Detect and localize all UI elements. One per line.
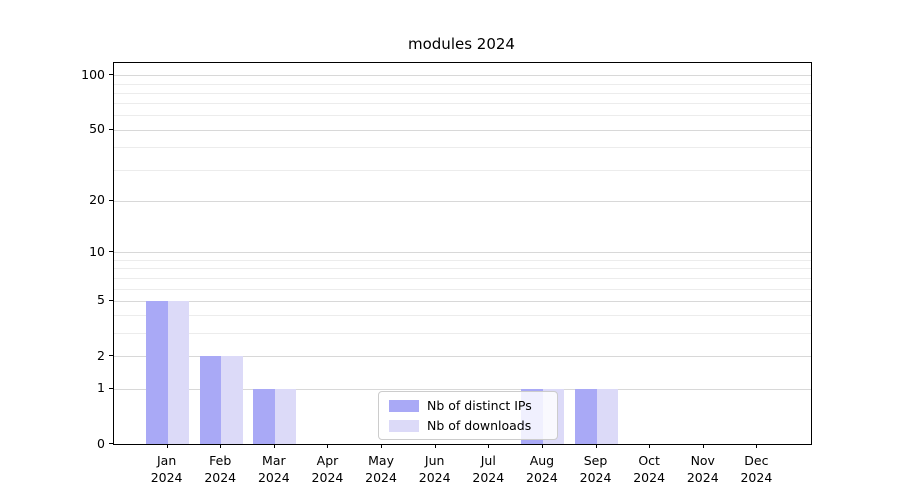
bar-distinct-ips-sep: [575, 388, 597, 444]
x-tick: [595, 444, 597, 448]
gridline-minor: [114, 315, 811, 317]
x-tick-label-aug: Aug 2024: [526, 453, 558, 485]
x-tick: [541, 444, 543, 448]
gridline-minor: [114, 333, 811, 335]
x-tick-label-jan: Jan 2024: [150, 453, 183, 485]
gridline-major: [114, 356, 811, 358]
x-tick-label-apr: Apr 2024: [311, 453, 344, 485]
x-tick: [273, 444, 275, 448]
bar-downloads-mar: [274, 388, 297, 444]
x-tick-label-jul: Jul 2024: [472, 453, 505, 485]
x-tick: [434, 444, 436, 448]
y-tick-label: 2: [97, 347, 105, 363]
y-tick: [109, 199, 113, 201]
x-tick: [649, 444, 651, 448]
x-tick: [166, 444, 168, 448]
legend-label-distinct-ips: Nb of distinct IPs: [427, 398, 532, 413]
x-tick: [381, 444, 383, 448]
bar-downloads-jan: [167, 300, 190, 444]
gridline-major: [114, 129, 811, 131]
y-tick-label: 50: [89, 121, 105, 137]
y-tick: [109, 443, 113, 444]
gridline-major: [114, 200, 811, 202]
gridline-minor: [114, 288, 811, 290]
gridline-minor: [114, 260, 811, 261]
legend-swatch-distinct-ips: [389, 399, 419, 412]
gridline-minor: [114, 147, 811, 149]
gridline-minor: [114, 83, 811, 85]
gridline-minor: [114, 92, 811, 94]
bar-distinct-ips-jan: [146, 300, 168, 444]
gridline-minor: [114, 268, 811, 270]
y-tick-label: 20: [89, 192, 105, 208]
x-tick: [327, 444, 329, 448]
gridline-minor: [114, 169, 811, 171]
gridline-major: [114, 252, 811, 254]
x-tick: [702, 444, 704, 448]
x-tick: [756, 444, 758, 448]
y-tick-label: 0: [97, 435, 105, 451]
legend: Nb of distinct IPs Nb of downloads: [378, 391, 558, 440]
x-tick-label-feb: Feb 2024: [204, 453, 237, 485]
y-tick: [109, 74, 113, 76]
x-tick-label-sep: Sep 2024: [579, 453, 612, 485]
gridline-major: [114, 300, 811, 302]
x-tick-label-dec: Dec 2024: [740, 453, 773, 485]
legend-swatch-downloads: [389, 419, 419, 432]
y-tick-label: 100: [81, 66, 105, 82]
x-tick-label-may: May 2024: [365, 453, 397, 485]
legend-item-downloads: Nb of downloads: [389, 418, 547, 433]
bar-downloads-sep: [596, 388, 618, 444]
gridline-minor: [114, 277, 811, 279]
bar-distinct-ips-feb: [199, 356, 222, 444]
y-tick: [109, 128, 113, 130]
x-tick: [488, 444, 490, 448]
x-tick-label-nov: Nov 2024: [686, 453, 719, 485]
y-tick: [109, 355, 113, 357]
x-tick: [220, 444, 222, 448]
y-tick: [109, 299, 113, 301]
y-tick-label: 1: [97, 380, 105, 396]
bar-distinct-ips-mar: [253, 388, 275, 444]
x-tick-label-mar: Mar 2024: [257, 453, 290, 485]
y-tick-label: 10: [89, 243, 105, 259]
x-tick-label-oct: Oct 2024: [633, 453, 666, 485]
chart-title: modules 2024: [408, 35, 515, 53]
y-tick: [109, 387, 113, 389]
gridline-minor: [114, 103, 811, 105]
y-tick: [109, 251, 113, 253]
y-tick-label: 5: [97, 292, 105, 308]
bar-downloads-feb: [221, 356, 243, 444]
gridline-major: [114, 75, 811, 77]
x-tick-label-jun: Jun 2024: [418, 453, 451, 485]
legend-label-downloads: Nb of downloads: [427, 418, 532, 433]
gridline-major: [114, 388, 811, 390]
plot-area: [113, 62, 812, 445]
legend-item-distinct-ips: Nb of distinct IPs: [389, 398, 547, 413]
gridline-minor: [114, 115, 811, 117]
